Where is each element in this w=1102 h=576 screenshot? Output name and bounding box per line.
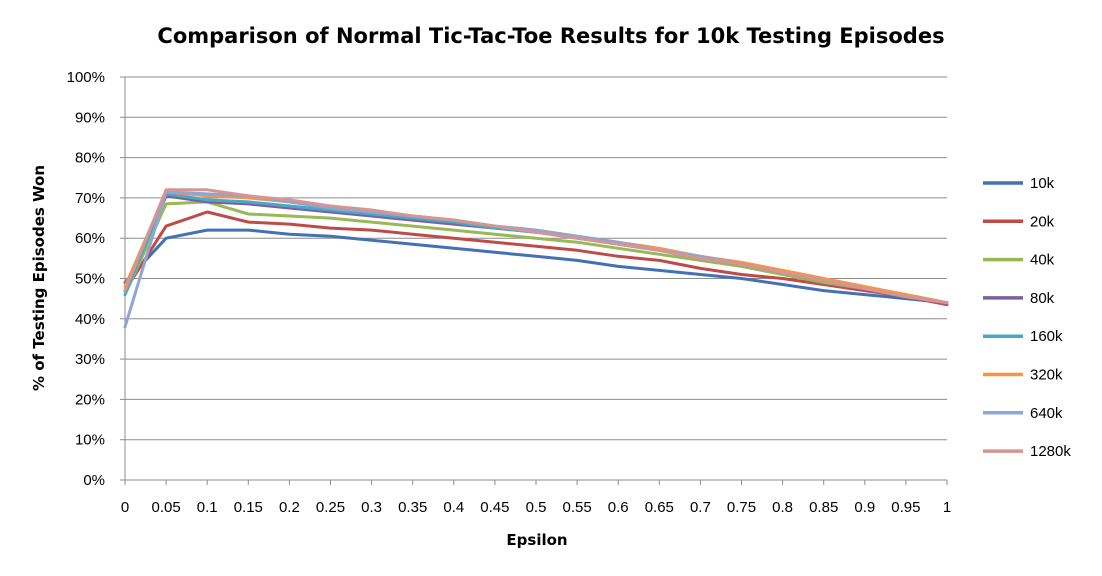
x-tick-label: 0.8 xyxy=(772,499,793,516)
legend-item-1280k: 1280k xyxy=(983,443,1071,460)
legend-item-320k: 320k xyxy=(983,367,1063,384)
legend: 10k 20k 40k 80k 160k 320k 640k 1280k xyxy=(983,175,1071,460)
chart-title: Comparison of Normal Tic-Tac-Toe Results… xyxy=(157,24,944,48)
series-line-640k xyxy=(123,190,949,329)
x-tick-label: 0.85 xyxy=(809,499,838,516)
y-tick-label: 20% xyxy=(75,391,105,408)
x-tick-label: 0.4 xyxy=(443,499,464,516)
x-tick-label: 0 xyxy=(121,499,129,516)
y-tick-label: 30% xyxy=(75,351,105,368)
legend-label: 20k xyxy=(1030,213,1055,230)
legend-item-20k: 20k xyxy=(983,213,1055,230)
gridlines xyxy=(125,76,947,441)
y-tick-label: 40% xyxy=(75,311,105,328)
legend-label: 640k xyxy=(1030,405,1063,422)
legend-item-80k: 80k xyxy=(983,290,1055,307)
legend-item-10k: 10k xyxy=(983,175,1055,192)
x-tick-label: 0.95 xyxy=(891,499,920,516)
axes xyxy=(120,76,948,485)
y-tick-label: 80% xyxy=(75,150,105,167)
x-tick-label: 0.1 xyxy=(197,499,218,516)
x-tick-label: 0.55 xyxy=(562,499,591,516)
series-line-10k xyxy=(123,228,949,305)
legend-item-160k: 160k xyxy=(983,328,1063,345)
y-axis-title: % of Testing Episodes Won xyxy=(30,165,48,391)
x-tick-label: 0.45 xyxy=(480,499,509,516)
series-lines xyxy=(123,188,949,329)
x-tick-label: 0.7 xyxy=(690,499,711,516)
x-tick-label: 0.3 xyxy=(361,499,382,516)
x-tick-label: 0.15 xyxy=(234,499,263,516)
x-tick-label: 0.75 xyxy=(727,499,756,516)
x-tick-label: 1 xyxy=(943,499,951,516)
series-line-1280k xyxy=(123,188,949,305)
x-tick-label: 0.9 xyxy=(854,499,875,516)
y-tick-label: 60% xyxy=(75,230,105,247)
series-line-40k xyxy=(123,200,949,305)
series-line-80k xyxy=(123,194,949,305)
y-tick-labels: 0% 10% 20% 30% 40% 50% 60% 70% 80% 90% 100% xyxy=(67,69,105,489)
x-tick-label: 0.2 xyxy=(279,499,300,516)
x-tick-label: 0.5 xyxy=(526,499,547,516)
x-tick-labels: 0 0.05 0.1 0.15 0.2 0.25 0.3 0.35 0.4 0.45 0.5 0.55… xyxy=(121,499,951,516)
legend-label: 320k xyxy=(1030,367,1063,384)
x-tick-label: 0.05 xyxy=(151,499,180,516)
legend-label: 80k xyxy=(1030,290,1055,307)
x-tick-label: 0.65 xyxy=(645,499,674,516)
legend-label: 1280k xyxy=(1030,443,1071,460)
legend-item-40k: 40k xyxy=(983,252,1055,269)
y-tick-label: 10% xyxy=(75,432,105,449)
x-tick-label: 0.6 xyxy=(608,499,629,516)
legend-label: 10k xyxy=(1030,175,1055,192)
y-tick-label: 70% xyxy=(75,190,105,207)
series-line-20k xyxy=(123,210,949,307)
y-tick-label: 50% xyxy=(75,271,105,288)
legend-label: 160k xyxy=(1030,328,1063,345)
series-line-160k xyxy=(123,192,949,305)
x-axis-title: Epsilon xyxy=(506,531,567,549)
legend-item-640k: 640k xyxy=(983,405,1063,422)
y-tick-label: 0% xyxy=(83,472,105,489)
x-tick-label: 0.25 xyxy=(316,499,345,516)
x-tick-label: 0.35 xyxy=(398,499,427,516)
y-tick-label: 90% xyxy=(75,109,105,126)
legend-label: 40k xyxy=(1030,252,1055,269)
y-tick-label: 100% xyxy=(67,69,105,86)
